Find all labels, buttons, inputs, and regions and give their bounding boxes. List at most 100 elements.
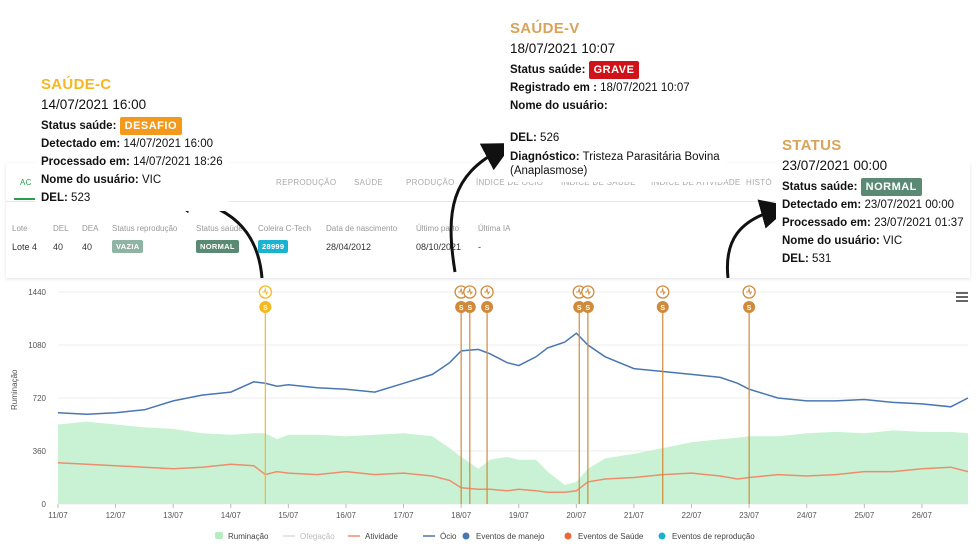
diagnostico-value-2: (Anaplasmose) — [510, 165, 588, 177]
del-label: DEL: — [510, 132, 537, 144]
tab-5[interactable]: ÍNDICE DE SAÚDE — [561, 178, 636, 187]
health-event-label: S — [660, 305, 665, 312]
health-event-marker — [455, 301, 468, 313]
column-header: Lote — [12, 224, 28, 233]
series-ocio-line — [57, 332, 969, 415]
cell-nascimento: 28/04/2012 — [326, 242, 372, 252]
usuario-value: VIC — [882, 235, 903, 247]
legend-label: Ruminação — [228, 532, 269, 541]
heart-icon — [480, 285, 494, 299]
x-tick-label: 21/07 — [624, 511, 645, 520]
status-label: Status saúde: — [41, 120, 117, 132]
column-header: Status saúde — [196, 224, 243, 233]
x-tick-label: 20/07 — [566, 511, 587, 520]
processado-value: 23/07/2021 01:37 — [874, 217, 964, 229]
heart-icon — [742, 285, 756, 299]
health-event-label: S — [577, 305, 582, 312]
tab-4[interactable]: ÍNDICE DE ÓCIO — [476, 178, 544, 187]
active-tab-indicator — [14, 198, 40, 200]
registrado-label: Registrado em : — [510, 82, 597, 94]
callout-saude-v: SAÚDE-V 18/07/2021 10:07 Status saúde: G… — [504, 16, 726, 182]
rumination-chart: 0 360 720 1080 1440 11/07 12/07 13/07 14/07 15/07… — [0, 280, 980, 553]
x-tick-label: 17/07 — [394, 511, 415, 520]
legend-swatch — [462, 532, 470, 540]
series-ruminacao-area — [58, 421, 968, 504]
tab-1[interactable]: REPRODUÇÃO — [276, 178, 337, 187]
x-tick-label: 23/07 — [739, 511, 760, 520]
health-event-label: S — [747, 305, 752, 312]
x-tick-label: 22/07 — [682, 511, 703, 520]
x-tick-label: 25/07 — [854, 511, 875, 520]
legend-swatch — [564, 532, 572, 540]
column-header: Data de nascimento — [326, 224, 398, 233]
cell-lote: Lote 4 — [12, 242, 38, 252]
del-value: 531 — [812, 253, 832, 265]
callout-title: SAÚDE-C — [41, 76, 112, 93]
x-tick-label: 24/07 — [797, 511, 818, 520]
processado-value: 14/07/2021 18:26 — [133, 156, 223, 168]
del-value: 526 — [540, 132, 560, 144]
x-tick-label: 14/07 — [221, 511, 242, 520]
legend-swatch — [658, 532, 666, 540]
x-tick-label: 13/07 — [163, 511, 184, 520]
tab-3[interactable]: PRODUÇÃO — [406, 178, 455, 187]
detectado-value: 14/07/2021 16:00 — [123, 138, 213, 150]
heartbeat-icon — [746, 287, 753, 296]
tab-7[interactable]: HISTÓ — [746, 178, 772, 187]
callout-saude-c: SAÚDE-C 14/07/2021 16:00 Status saúde: D… — [35, 72, 229, 211]
y-tick-label: 1080 — [28, 341, 46, 350]
usuario-label: Nome do usuário: — [41, 174, 139, 186]
x-tick-label: 15/07 — [278, 511, 299, 520]
del-label: DEL: — [782, 253, 809, 265]
series-atividade-line — [57, 462, 969, 493]
usuario-label: Nome do usuário: — [782, 235, 880, 247]
health-event-marker — [481, 301, 494, 313]
status-reproducao-badge: VAZIA — [112, 240, 144, 253]
detectado-value: 23/07/2021 00:00 — [864, 199, 954, 211]
x-tick-label: 16/07 — [336, 511, 357, 520]
health-event-label: S — [263, 305, 268, 312]
health-event-marker — [743, 301, 756, 313]
y-tick-label: 720 — [33, 394, 47, 403]
callout-date: 23/07/2021 00:00 — [782, 158, 888, 173]
status-label: Status saúde: — [782, 181, 858, 193]
tab-2[interactable]: SAÚDE — [354, 178, 384, 187]
y-tick-label: 1440 — [28, 288, 46, 297]
tab-0[interactable]: AC — [20, 178, 32, 187]
x-tick-label: 18/07 — [451, 511, 472, 520]
heartbeat-icon — [659, 287, 666, 296]
column-header: Coleira C-Tech — [258, 224, 311, 233]
detectado-label: Detectado em: — [782, 199, 862, 211]
column-header: Última IA — [478, 224, 511, 233]
column-header: Último parto — [416, 224, 460, 233]
tab-6[interactable]: ÍNDICE DE ATIVIDADE — [651, 178, 741, 187]
x-tick-label: 19/07 — [509, 511, 530, 520]
processado-label: Processado em: — [41, 156, 130, 168]
health-event-marker — [463, 301, 476, 313]
del-value: 523 — [71, 192, 91, 204]
legend-label: Atividade — [365, 532, 398, 541]
health-event-label: S — [586, 305, 591, 312]
hamburger-menu-icon[interactable] — [956, 292, 968, 302]
health-event-marker — [656, 301, 669, 313]
status-saude-badge: NORMAL — [196, 240, 239, 253]
y-axis-title: Ruminação — [10, 369, 19, 410]
heartbeat-icon — [262, 287, 269, 296]
x-tick-label: 11/07 — [48, 511, 68, 520]
chart-canvas: 0 360 720 1080 1440 11/07 12/07 13/07 14/07 15/07… — [28, 285, 969, 541]
callout-title: SAÚDE-V — [510, 20, 580, 37]
y-tick-label: 360 — [33, 447, 47, 456]
x-tick-label: 12/07 — [106, 511, 127, 520]
health-event-label: S — [467, 305, 472, 312]
heart-icon — [258, 285, 272, 299]
diagnostico-value: Tristeza Parasitária Bovina — [582, 151, 720, 163]
registrado-value: 18/07/2021 10:07 — [600, 82, 690, 94]
legend-label: Eventos de reprodução — [672, 532, 755, 541]
heart-icon — [581, 285, 595, 299]
column-header: DEL — [53, 224, 69, 233]
legend-label: Eventos de manejo — [476, 532, 545, 541]
callout-date: 18/07/2021 10:07 — [510, 41, 616, 56]
legend-label: Eventos de Saúde — [578, 532, 644, 541]
legend-label: Ócio — [440, 532, 457, 541]
column-header: Status reprodução — [112, 224, 178, 233]
